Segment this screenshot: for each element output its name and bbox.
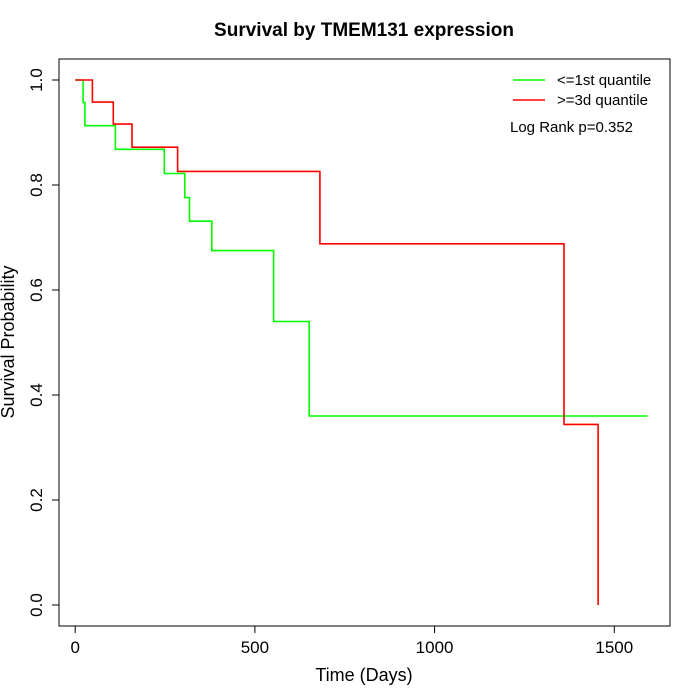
plot-frame (58, 58, 671, 627)
x-tick-label: 1000 (416, 638, 454, 657)
legend: <=1st quantile >=3d quantile (513, 72, 651, 109)
series-line-2 (75, 79, 599, 605)
legend-entry: >=3d quantile (557, 92, 648, 109)
series-line-1 (75, 79, 648, 417)
x-axis-label: Time (Days) (315, 665, 412, 685)
x-tick-label: 0 (70, 638, 79, 657)
y-tick-label: 0.8 (27, 173, 46, 197)
y-tick-label: 0.0 (27, 593, 46, 617)
x-tick-label: 1500 (595, 638, 633, 657)
y-tick-label: 1.0 (27, 68, 46, 92)
y-tick-label: 0.4 (27, 383, 46, 407)
legend-entry: <=1st quantile (557, 72, 651, 89)
y-tick-label: 0.6 (27, 278, 46, 302)
x-axis: 0 500 1000 1500 (70, 626, 633, 657)
log-rank-annotation: Log Rank p=0.352 (510, 119, 633, 136)
y-tick-label: 0.2 (27, 488, 46, 512)
series-layer (75, 79, 648, 605)
chart-title: Survival by TMEM131 expression (214, 20, 514, 41)
y-axis: 0.0 0.2 0.4 0.6 0.8 1.0 (27, 68, 59, 617)
y-axis-label: Survival Probability (0, 265, 18, 418)
x-tick-label: 500 (241, 638, 269, 657)
